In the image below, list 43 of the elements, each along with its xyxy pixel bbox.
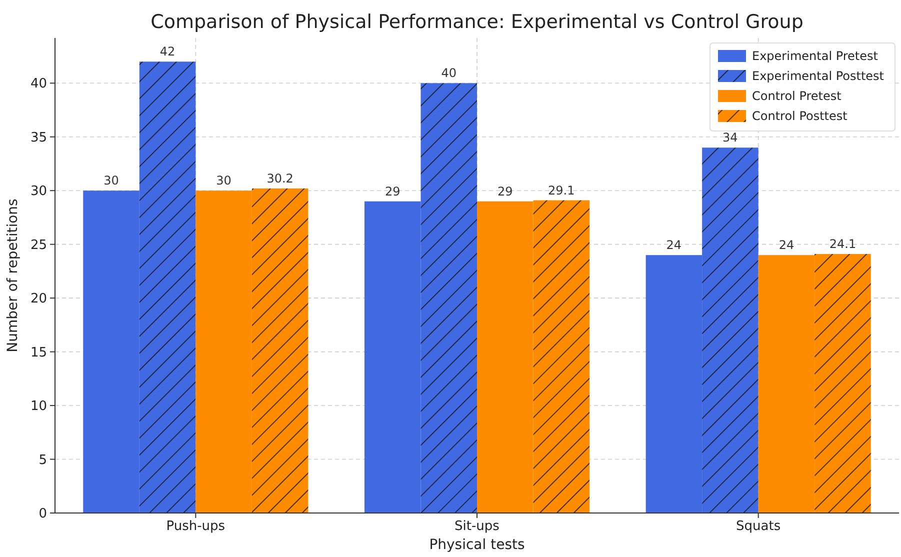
data-label: 30.2 [266,171,294,186]
legend-label: Experimental Pretest [752,49,878,64]
bar [196,190,252,513]
bar [814,254,871,513]
data-label: 29.1 [548,183,575,198]
bar [252,188,308,513]
data-label: 29 [384,184,400,198]
data-label: 24.1 [829,237,856,252]
y-tick-label: 30 [30,184,47,200]
y-tick-label: 20 [30,292,47,307]
bar [702,148,758,513]
data-label: 24 [666,238,682,252]
x-tick-label: Squats [736,519,781,534]
bar [139,62,196,513]
bar [758,255,815,513]
y-tick-label: 0 [38,506,47,522]
bar [83,190,140,513]
data-label: 30 [216,174,232,188]
y-tick-label: 10 [30,399,47,414]
y-tick-label: 15 [30,345,47,360]
y-tick-label: 35 [30,130,47,146]
y-tick-label: 40 [30,76,47,92]
data-label: 24 [778,238,794,252]
legend-label: Experimental Posttest [752,69,884,84]
chart-title: Comparison of Physical Performance: Experimental vs Control Group [150,11,804,33]
data-label: 34 [722,130,738,145]
y-tick-label: 5 [38,452,47,468]
x-tick-label: Push-ups [166,519,226,534]
data-label: 30 [104,174,119,188]
bar [533,200,590,513]
bar [646,255,702,513]
y-axis-title: Number of repetitions [5,198,21,352]
data-label: 29 [497,184,513,198]
data-label: 40 [441,66,457,80]
bar [364,201,421,513]
bar [420,83,477,513]
legend-label: Control Posttest [752,109,848,124]
y-tick-label: 25 [30,238,47,253]
legend-label: Control Pretest [752,89,842,104]
data-label: 42 [160,44,176,59]
x-axis-title: Physical tests [429,537,525,553]
x-tick-label: Sit-ups [454,519,500,534]
bar [477,201,534,513]
